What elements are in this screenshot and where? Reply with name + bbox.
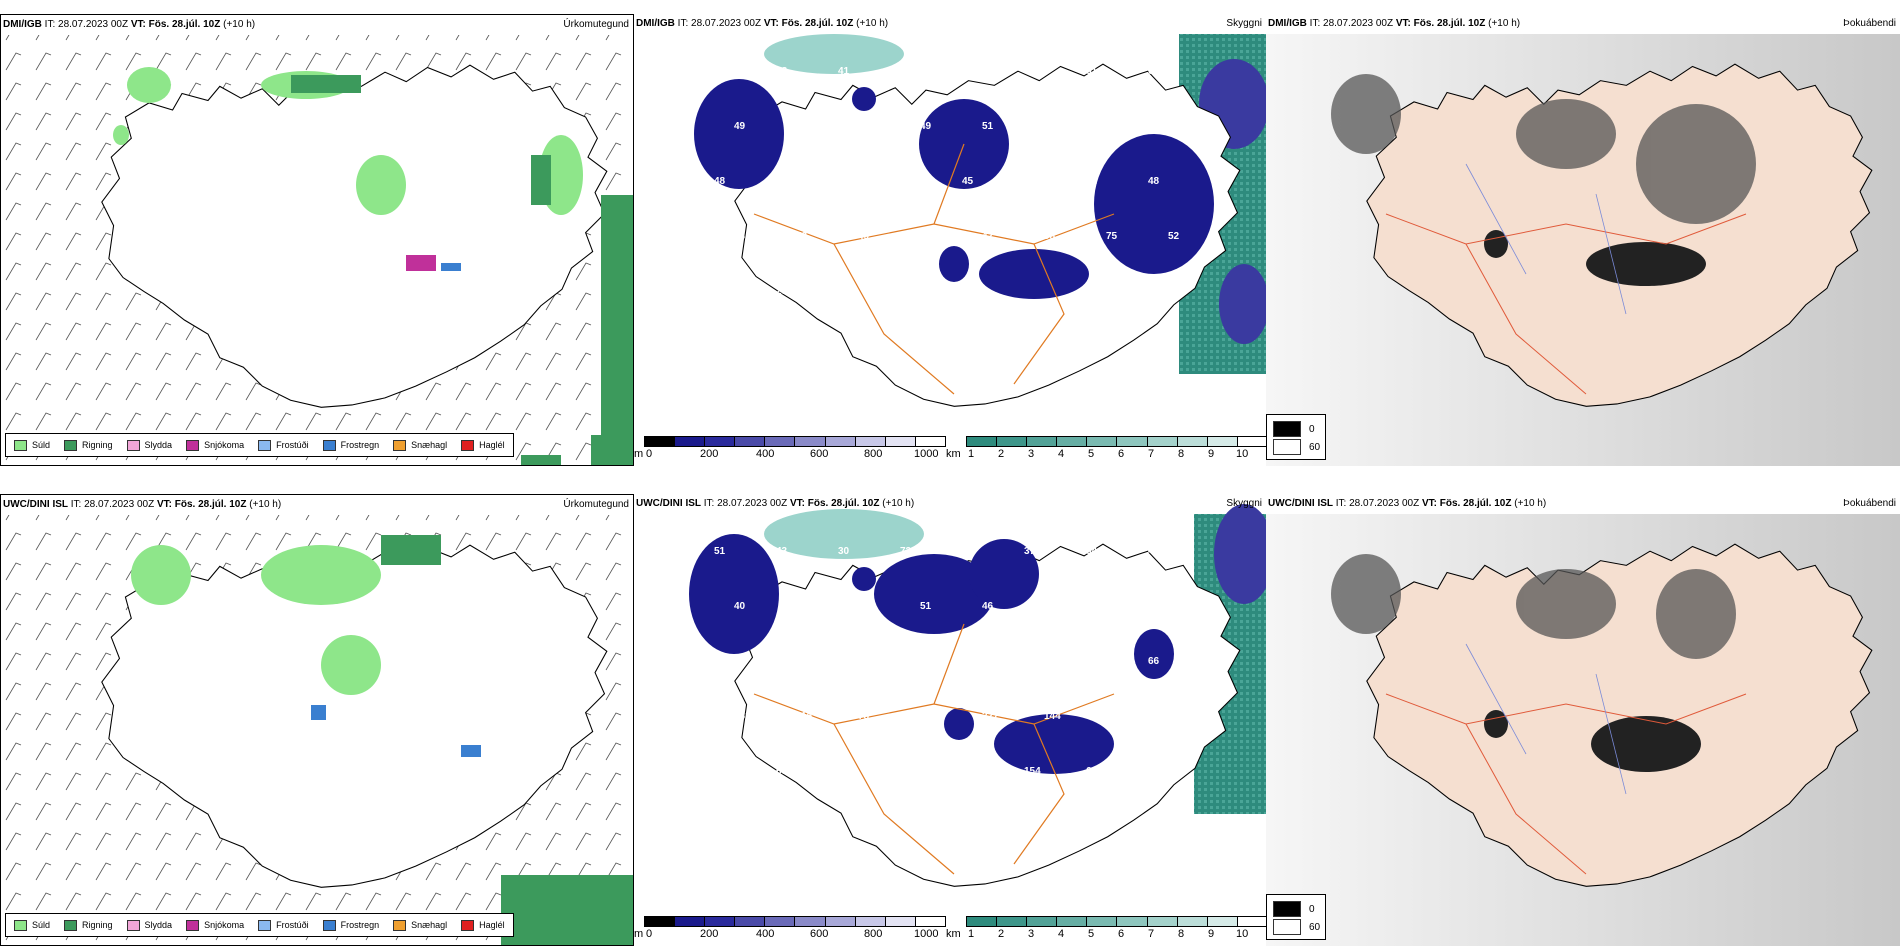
vis-tick: 1	[968, 448, 975, 460]
height-tick: 200	[700, 928, 719, 940]
legend-item: Súld	[14, 919, 50, 931]
vis-tick: 6	[1118, 928, 1125, 940]
visibility-panel-dmi: DMI/IGB IT: 28.07.2023 00Z VT: Fös. 28.j…	[634, 14, 1266, 466]
vis-tick: 4	[1058, 928, 1065, 940]
legend-item: Súld	[14, 439, 50, 451]
vis-tick: 5	[1088, 928, 1095, 940]
fog-map	[1266, 34, 1900, 466]
vis-tick: 9	[1208, 448, 1215, 460]
vis-scale: km 1 2 3 4 5 6 7 8 9 10	[946, 916, 1266, 946]
fog-panel-uwc: UWC/DINI ISL IT: 28.07.2023 00Z VT: Fös.…	[1266, 494, 1900, 946]
visibility-header: DMI/IGB IT: 28.07.2023 00Z VT: Fös. 28.j…	[636, 18, 889, 29]
legend-item: Slydda	[126, 439, 172, 451]
vis-tick: 2	[998, 448, 1005, 460]
legend-item: Rigning	[64, 439, 113, 451]
height-tick: 0	[646, 928, 653, 940]
precip-title: Úrkomutegund	[563, 499, 629, 510]
height-scale: m 0 200 400 600 800 1000	[634, 436, 946, 466]
height-scale: m 0 200 400 600 800 1000	[634, 916, 946, 946]
fog-title: Þokuábendi	[1843, 498, 1896, 509]
precip-title: Úrkomutegund	[563, 19, 629, 30]
vis-tick: 3	[1028, 928, 1035, 940]
precip-panel-dmi: DMI/IGB IT: 28.07.2023 00Z VT: Fös. 28.j…	[0, 14, 634, 466]
height-tick: 600	[810, 928, 829, 940]
precip-legend: Súld Rigning Slydda Snjókoma Frostúði Fr…	[5, 433, 514, 457]
vis-tick: 7	[1148, 928, 1155, 940]
fog-legend: 0 60	[1266, 894, 1326, 940]
height-tick: 1000	[914, 448, 939, 460]
precip-panel-uwc: UWC/DINI ISL IT: 28.07.2023 00Z VT: Fös.…	[0, 494, 634, 946]
vis-tick: 8	[1178, 448, 1185, 460]
fog-header: DMI/IGB IT: 28.07.2023 00Z VT: Fös. 28.j…	[1268, 18, 1521, 29]
height-tick: 400	[756, 448, 775, 460]
precip-legend: Súld Rigning Slydda Snjókoma Frostúði Fr…	[5, 913, 514, 937]
visibility-map	[694, 34, 1266, 407]
vis-tick: 9	[1208, 928, 1215, 940]
precip-header: UWC/DINI ISL IT: 28.07.2023 00Z VT: Fös.…	[3, 499, 282, 510]
precip-map	[1, 35, 633, 465]
precip-map	[1, 515, 633, 945]
legend-item: Frostregn	[322, 919, 379, 931]
vis-tick: 1	[968, 928, 975, 940]
height-unit: m	[634, 928, 644, 940]
vis-tick: 6	[1118, 448, 1125, 460]
visibility-map	[689, 504, 1266, 887]
fog-map	[1266, 514, 1900, 946]
height-tick: 800	[864, 448, 883, 460]
precip-header: DMI/IGB IT: 28.07.2023 00Z VT: Fös. 28.j…	[3, 19, 256, 30]
legend-item: Snjókoma	[186, 439, 244, 451]
vis-tick: 4	[1058, 448, 1065, 460]
vis-tick: 10	[1236, 448, 1249, 460]
vis-tick: 10	[1236, 928, 1249, 940]
legend-item: Frostúði	[258, 439, 309, 451]
visibility-header: UWC/DINI ISL IT: 28.07.2023 00Z VT: Fös.…	[636, 498, 915, 509]
vis-scale: km 1 2 3 4 5 6 7 8 9 10	[946, 436, 1266, 466]
vis-tick: 3	[1028, 448, 1035, 460]
legend-item: Snæhagl	[393, 439, 447, 451]
height-tick: 0	[646, 448, 653, 460]
vis-unit: km	[946, 928, 961, 940]
visibility-title: Skyggni	[1226, 498, 1262, 509]
legend-item: Frostregn	[322, 439, 379, 451]
vis-tick: 7	[1148, 448, 1155, 460]
visibility-title: Skyggni	[1226, 18, 1262, 29]
legend-item: Snjókoma	[186, 919, 244, 931]
legend-item: Haglél	[461, 439, 505, 451]
fog-header: UWC/DINI ISL IT: 28.07.2023 00Z VT: Fös.…	[1268, 498, 1547, 509]
legend-item: Slydda	[126, 919, 172, 931]
vis-tick: 8	[1178, 928, 1185, 940]
visibility-panel-uwc: UWC/DINI ISL IT: 28.07.2023 00Z VT: Fös.…	[634, 494, 1266, 946]
height-tick: 600	[810, 448, 829, 460]
vis-tick: 2	[998, 928, 1005, 940]
fog-legend: 0 60	[1266, 414, 1326, 460]
height-tick: 800	[864, 928, 883, 940]
height-tick: 400	[756, 928, 775, 940]
fog-title: Þokuábendi	[1843, 18, 1896, 29]
fog-panel-dmi: DMI/IGB IT: 28.07.2023 00Z VT: Fös. 28.j…	[1266, 14, 1900, 466]
height-tick: 200	[700, 448, 719, 460]
legend-item: Rigning	[64, 919, 113, 931]
legend-item: Snæhagl	[393, 919, 447, 931]
vis-unit: km	[946, 448, 961, 460]
legend-item: Haglél	[461, 919, 505, 931]
legend-item: Frostúði	[258, 919, 309, 931]
height-unit: m	[634, 448, 644, 460]
vis-tick: 5	[1088, 448, 1095, 460]
height-tick: 1000	[914, 928, 939, 940]
